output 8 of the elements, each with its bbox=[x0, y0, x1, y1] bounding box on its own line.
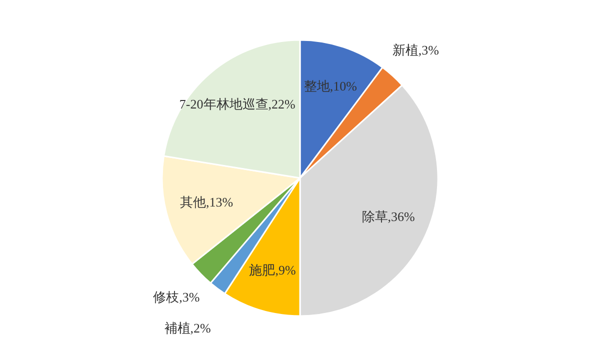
slice-label: 除草,36% bbox=[362, 209, 416, 224]
slice-label: 7-20年林地巡查,22% bbox=[179, 96, 296, 112]
slice-label: 補植,2% bbox=[164, 320, 212, 336]
slice-label: 其他,13% bbox=[180, 194, 234, 210]
slice-label: 新植,3% bbox=[392, 42, 440, 58]
slice-label: 修枝,3% bbox=[153, 290, 200, 305]
slice-label: 施肥,9% bbox=[249, 262, 296, 278]
slice-label: 整地,10% bbox=[304, 78, 358, 94]
